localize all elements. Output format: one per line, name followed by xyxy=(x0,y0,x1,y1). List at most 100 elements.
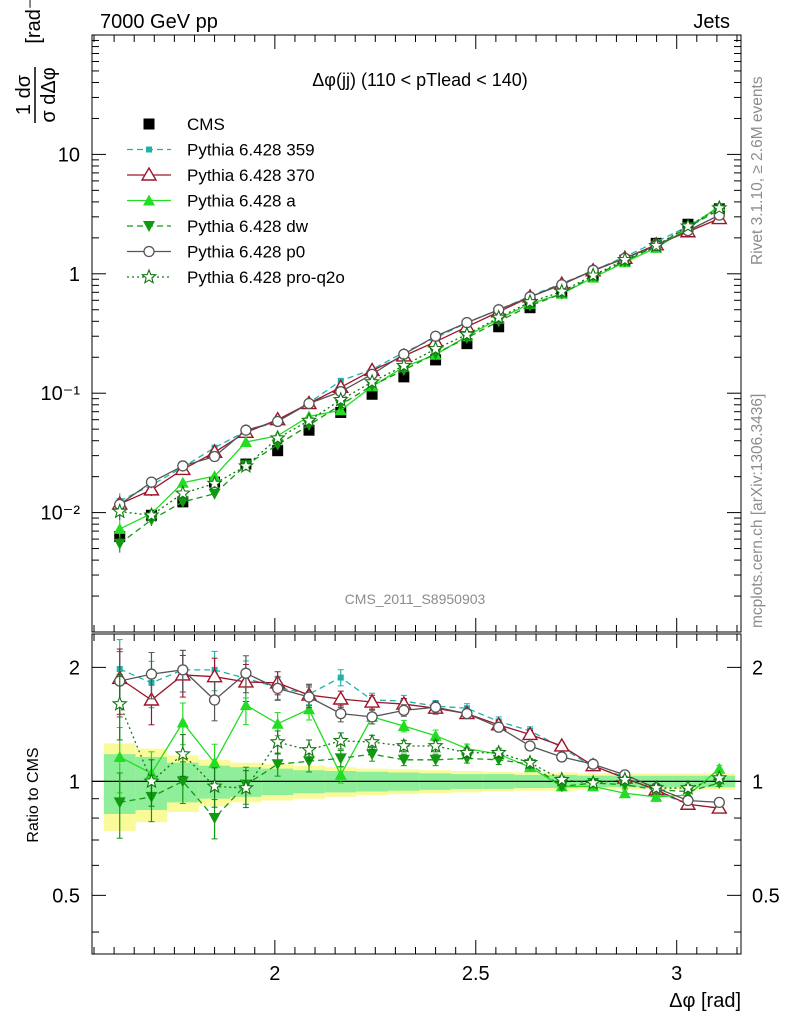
legend-entry-p359: Pythia 6.428 359 xyxy=(127,141,315,160)
series-pp0 xyxy=(114,209,725,514)
legend-label-pa: Pythia 6.428 a xyxy=(187,192,296,211)
ratio-point-pq2o xyxy=(237,779,255,795)
ratio-point-pp0 xyxy=(713,796,725,809)
xaxis-label: Δφ [rad] xyxy=(669,990,741,1012)
series-line-pq2o xyxy=(119,207,720,516)
ratio-line-pa xyxy=(119,704,720,798)
main-plot-title: Δφ(jj) (110 < pTlead < 140) xyxy=(312,70,527,90)
point-pq2o xyxy=(363,373,381,389)
ratio-point-pa xyxy=(650,790,663,802)
ratio-point-pp0 xyxy=(303,691,315,703)
ratio-point-pdw xyxy=(176,776,189,788)
ratio-point-pa xyxy=(208,756,221,768)
point-cms xyxy=(430,354,442,366)
ratio-point-pq2o xyxy=(585,774,602,790)
point-pq2o xyxy=(237,457,255,474)
ratio-point-pp0 xyxy=(493,721,505,733)
mcplots-label: mcplots.cern.ch [arXiv:1306.3436] xyxy=(749,394,766,628)
point-pp0 xyxy=(145,476,158,488)
series-line-p359 xyxy=(119,206,720,502)
point-pq2o xyxy=(458,325,476,342)
ratio-point-pp0 xyxy=(335,707,347,720)
ratio-ytick-label-right: 2 xyxy=(752,657,763,679)
point-pa xyxy=(113,522,126,534)
point-pq2o xyxy=(427,340,444,356)
ratio-point-pq2o xyxy=(458,744,476,760)
point-pq2o xyxy=(553,283,570,299)
legend-entry-pq2o: Pythia 6.428 pro-q2o xyxy=(127,268,345,287)
series-pq2o xyxy=(111,199,728,523)
main-ylabel-unit: [rad⁻¹] xyxy=(23,0,45,44)
ratio-point-pq2o xyxy=(206,777,223,794)
ratio-point-pdw xyxy=(113,797,126,809)
point-pq2o xyxy=(490,309,507,325)
xtick-label: 3 xyxy=(671,963,682,985)
ratio-ytick-label-left: 1 xyxy=(69,771,80,793)
series-line-pa xyxy=(119,205,720,530)
ratio-point-pp0 xyxy=(272,682,284,695)
main-ylabel: 1 dσ σ dΔφ [rad⁻¹] xyxy=(13,0,60,123)
legend-label-p370: Pythia 6.428 370 xyxy=(187,166,315,185)
point-pq2o xyxy=(395,357,412,373)
legend-marker-pq2o xyxy=(140,268,158,284)
ratio-point-pa xyxy=(113,750,126,762)
ratio-point-pp0 xyxy=(587,758,599,770)
legend-label-pq2o: Pythia 6.428 pro-q2o xyxy=(187,268,345,287)
legend-marker-cms xyxy=(143,118,155,130)
point-pa xyxy=(176,476,189,488)
ratio-point-pa xyxy=(618,787,631,799)
xtick-label: 2.5 xyxy=(462,963,490,985)
point-pq2o xyxy=(174,484,191,501)
point-pp0 xyxy=(177,460,189,472)
legend-entry-pp0: Pythia 6.428 p0 xyxy=(127,243,305,262)
ratio-point-pa xyxy=(239,699,252,711)
point-pq2o xyxy=(332,391,349,407)
point-pq2o xyxy=(711,199,728,216)
legend-marker-pdw xyxy=(143,221,155,232)
ratio-point-pa xyxy=(176,716,189,728)
point-pp0 xyxy=(240,424,252,436)
ratio-point-pp0 xyxy=(240,667,252,679)
ratio-point-pdw xyxy=(303,756,316,768)
ratio-point-pq2o xyxy=(300,741,318,757)
ratio-point-pdw xyxy=(271,759,284,771)
ratio-point-pp0 xyxy=(682,794,694,807)
ratio-ytick-label-right: 0.5 xyxy=(752,885,780,907)
main-plot-frame xyxy=(91,34,742,633)
legend-label-cms: CMS xyxy=(187,115,225,134)
ratio-point-pq2o xyxy=(490,744,507,760)
point-cms xyxy=(398,371,410,383)
main-ytick-label: 10⁻² xyxy=(41,503,81,525)
ratio-point-pa xyxy=(397,720,410,732)
ratio-point-p370 xyxy=(332,690,349,705)
point-pdw xyxy=(176,496,189,508)
legend-entry-pdw: Pythia 6.428 dw xyxy=(127,217,309,236)
ratio-point-p370 xyxy=(363,693,381,708)
ratio-point-pq2o xyxy=(521,754,539,770)
ratio-ytick-label-right: 1 xyxy=(752,771,763,793)
ratio-point-pp0 xyxy=(145,668,158,680)
ratio-point-pdw xyxy=(334,753,347,765)
rivet-label: Rivet 3.1.10, ≥ 2.6M events xyxy=(749,76,766,265)
legend-marker-p370 xyxy=(140,166,158,181)
ratio-point-pq2o xyxy=(679,779,697,795)
ratio-point-pa xyxy=(429,729,442,741)
legend-entry-cms: CMS xyxy=(143,115,225,134)
ratio-point-pp0 xyxy=(429,701,442,713)
point-pdw xyxy=(113,538,126,550)
main-ytick-label: 10⁻¹ xyxy=(41,383,81,405)
series-line-pp0 xyxy=(119,214,720,505)
ratio-point-pq2o xyxy=(332,732,349,748)
ratio-ylabel: Ratio to CMS xyxy=(25,747,42,842)
point-p370 xyxy=(143,481,160,496)
point-pq2o xyxy=(679,217,697,234)
ratio-point-pp0 xyxy=(461,707,473,720)
watermark: CMS_2011_S8950903 xyxy=(345,591,486,607)
ratio-point-pq2o xyxy=(553,771,570,787)
main-ytick-label: 1 xyxy=(69,264,80,286)
point-cms xyxy=(366,388,378,400)
ratio-point-pa xyxy=(271,717,284,729)
ratio-point-pp0 xyxy=(177,664,189,676)
ratio-point-pq2o xyxy=(395,737,412,753)
point-pq2o xyxy=(585,266,602,283)
